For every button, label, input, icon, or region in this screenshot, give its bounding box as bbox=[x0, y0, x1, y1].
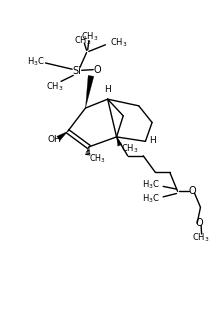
Text: O: O bbox=[196, 218, 203, 228]
Text: H: H bbox=[149, 137, 156, 145]
Polygon shape bbox=[85, 76, 94, 108]
Text: H$_3$C: H$_3$C bbox=[142, 192, 159, 205]
Text: O: O bbox=[189, 186, 196, 196]
Text: CH$_3$: CH$_3$ bbox=[46, 81, 63, 93]
Text: H$_3$C: H$_3$C bbox=[27, 55, 44, 68]
Text: H: H bbox=[104, 85, 111, 94]
Text: H$_3$C: H$_3$C bbox=[142, 179, 159, 191]
Text: CH$_3$: CH$_3$ bbox=[74, 34, 92, 46]
Polygon shape bbox=[57, 131, 68, 141]
Polygon shape bbox=[117, 137, 122, 146]
Text: CH$_3$: CH$_3$ bbox=[192, 231, 209, 244]
Text: CH$_3$: CH$_3$ bbox=[81, 30, 99, 43]
Text: Si: Si bbox=[73, 66, 82, 76]
Text: O: O bbox=[93, 65, 101, 75]
Text: CH$_3$: CH$_3$ bbox=[121, 142, 138, 155]
Text: OH: OH bbox=[47, 135, 61, 144]
Text: CH$_3$: CH$_3$ bbox=[110, 37, 127, 50]
Text: CH$_3$: CH$_3$ bbox=[89, 152, 106, 165]
